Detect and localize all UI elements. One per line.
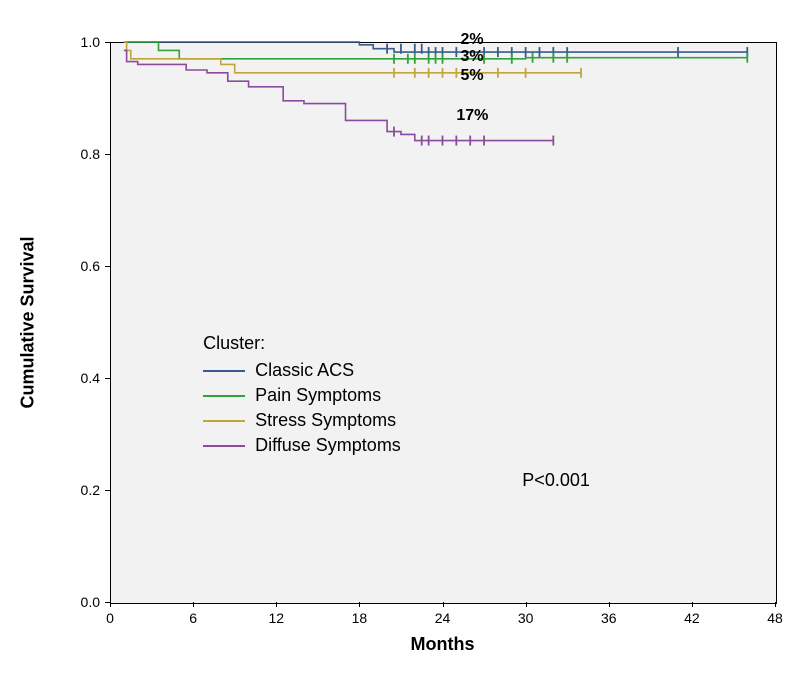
x-tick-label: 0 (100, 610, 120, 626)
legend: Cluster: Classic ACS Pain Symptoms Stress … (203, 333, 401, 460)
legend-label: Classic ACS (255, 360, 354, 381)
x-tick-label: 24 (433, 610, 453, 626)
y-tick-label: 0.8 (81, 146, 100, 162)
percent-annotation: 5% (461, 67, 484, 85)
legend-line-icon (203, 445, 245, 447)
percent-annotation: 2% (461, 31, 484, 49)
legend-item: Pain Symptoms (203, 385, 401, 406)
legend-item: Classic ACS (203, 360, 401, 381)
legend-label: Diffuse Symptoms (255, 435, 401, 456)
p-value-text: P<0.001 (522, 470, 590, 491)
y-tick-label: 1.0 (81, 34, 100, 50)
survival-curve (124, 50, 553, 140)
y-tick-label: 0.0 (81, 594, 100, 610)
x-tick-label: 12 (266, 610, 286, 626)
legend-title: Cluster: (203, 333, 401, 354)
percent-annotation: 3% (461, 48, 484, 66)
legend-item: Diffuse Symptoms (203, 435, 401, 456)
survival-chart: Cumulative Survival Months Cluster: Clas… (20, 20, 800, 664)
x-tick-label: 18 (349, 610, 369, 626)
y-tick-label: 0.6 (81, 258, 100, 274)
x-tick-label: 48 (765, 610, 785, 626)
y-tick-label: 0.2 (81, 482, 100, 498)
legend-label: Pain Symptoms (255, 385, 381, 406)
legend-item: Stress Symptoms (203, 410, 401, 431)
legend-line-icon (203, 420, 245, 422)
x-tick-label: 36 (599, 610, 619, 626)
legend-line-icon (203, 370, 245, 372)
x-tick-label: 6 (183, 610, 203, 626)
legend-line-icon (203, 395, 245, 397)
x-tick-label: 42 (682, 610, 702, 626)
y-tick-label: 0.4 (81, 370, 100, 386)
legend-label: Stress Symptoms (255, 410, 396, 431)
x-tick-label: 30 (516, 610, 536, 626)
percent-annotation: 17% (456, 107, 488, 125)
plot-svg (20, 20, 800, 664)
